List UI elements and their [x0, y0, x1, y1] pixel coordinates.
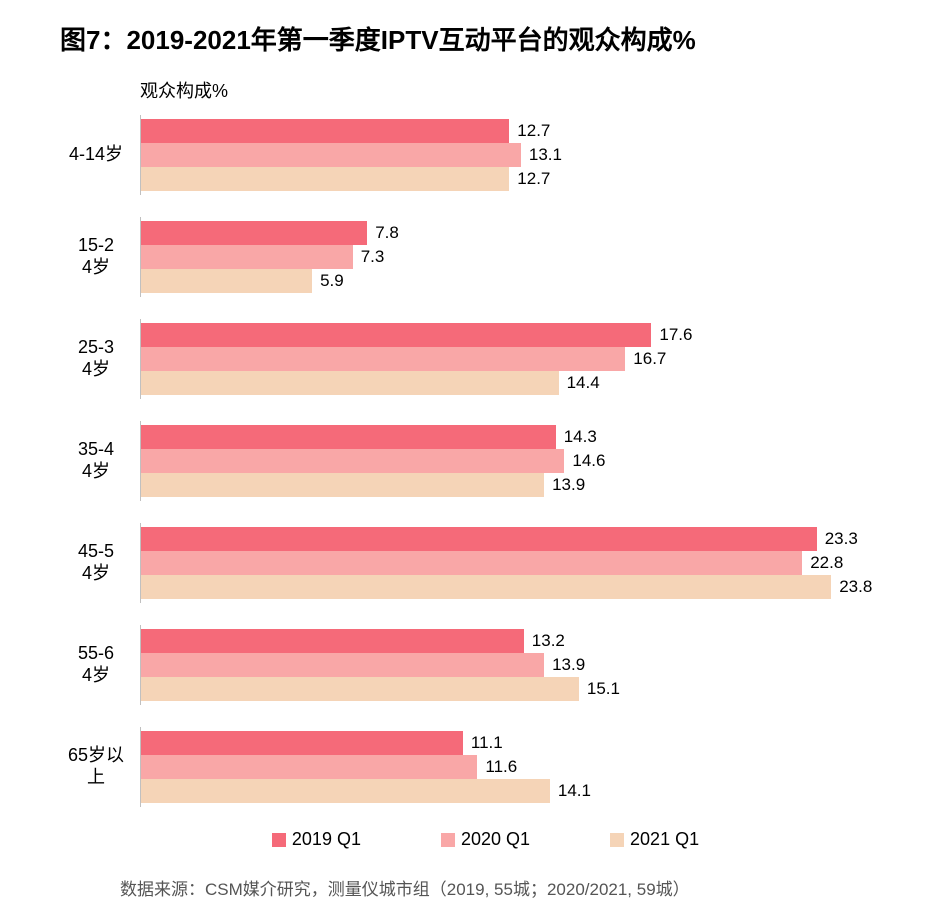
chart-plot-area: 4-14岁12.713.112.715-24岁7.87.35.925-34岁17… — [60, 115, 911, 807]
bar-value-label: 11.1 — [471, 733, 503, 753]
chart-source: 数据来源：CSM媒介研究，测量仪城市组（2019, 55城；2020/2021,… — [120, 875, 911, 900]
bar-value-label: 17.6 — [659, 325, 692, 345]
bar-value-label: 14.4 — [567, 373, 600, 393]
bar-value-label: 13.9 — [552, 655, 585, 675]
category-group: 25-34岁 17.6 16.7 14.4 — [60, 319, 911, 399]
bar-row: 23.3 — [141, 527, 911, 551]
category-group: 15-24岁 7.8 7.3 5.9 — [60, 217, 911, 297]
bar — [141, 527, 817, 551]
bars-column: 14.3 14.6 13.9 — [140, 421, 911, 501]
category-group: 65岁以上 11.1 11.6 14.1 — [60, 727, 911, 807]
bar — [141, 371, 559, 395]
bar — [141, 347, 625, 371]
bar — [141, 143, 521, 167]
bar-row: 12.7 — [141, 167, 911, 191]
bar-row: 12.7 — [141, 119, 911, 143]
category-label: 55-64岁 — [60, 643, 140, 686]
bar-value-label: 12.7 — [517, 169, 550, 189]
bar-row: 14.6 — [141, 449, 911, 473]
bar-value-label: 23.3 — [825, 529, 858, 549]
bar-value-label: 12.7 — [517, 121, 550, 141]
category-label: 4-14岁 — [60, 144, 140, 166]
bar — [141, 323, 651, 347]
bar-value-label: 13.9 — [552, 475, 585, 495]
bar — [141, 167, 509, 191]
bar-row: 14.3 — [141, 425, 911, 449]
bar-value-label: 13.1 — [529, 145, 562, 165]
bar-value-label: 14.6 — [572, 451, 605, 471]
bar-row: 11.1 — [141, 731, 911, 755]
chart-title: 图7：2019-2021年第一季度IPTV互动平台的观众构成% — [60, 20, 911, 57]
category-group: 45-54岁 23.3 22.8 23.8 — [60, 523, 911, 603]
category-label: 25-34岁 — [60, 337, 140, 380]
category-label: 15-24岁 — [60, 235, 140, 278]
bar-value-label: 14.1 — [558, 781, 591, 801]
bar-value-label: 13.2 — [532, 631, 565, 651]
legend-item: 2019 Q1 — [272, 829, 361, 850]
bar-value-label: 22.8 — [810, 553, 843, 573]
category-label: 35-44岁 — [60, 439, 140, 482]
category-group: 4-14岁 12.7 13.1 12.7 — [60, 115, 911, 195]
bar-value-label: 15.1 — [587, 679, 620, 699]
bar — [141, 653, 544, 677]
bar-row: 13.9 — [141, 473, 911, 497]
bar — [141, 425, 556, 449]
bar — [141, 473, 544, 497]
bar-row: 14.1 — [141, 779, 911, 803]
bar — [141, 221, 367, 245]
bar — [141, 731, 463, 755]
bar-row: 13.9 — [141, 653, 911, 677]
bar-row: 7.8 — [141, 221, 911, 245]
bar-value-label: 5.9 — [320, 271, 344, 291]
bar-value-label: 23.8 — [839, 577, 872, 597]
category-group: 55-64岁 13.2 13.915.1 — [60, 625, 911, 705]
bar — [141, 629, 524, 653]
bar-row: 14.4 — [141, 371, 911, 395]
legend-swatch — [272, 833, 286, 847]
bar — [141, 269, 312, 293]
bar — [141, 755, 477, 779]
bar-value-label: 7.3 — [361, 247, 385, 267]
bar-row: 5.9 — [141, 269, 911, 293]
bar-value-label: 14.3 — [564, 427, 597, 447]
bars-column: 12.7 13.1 12.7 — [140, 115, 911, 195]
legend-swatch — [610, 833, 624, 847]
legend-item: 2021 Q1 — [610, 829, 699, 850]
bar-row: 13.2 — [141, 629, 911, 653]
bars-column: 11.1 11.6 14.1 — [140, 727, 911, 807]
bar-row: 15.1 — [141, 677, 911, 701]
bar — [141, 449, 564, 473]
bar-row: 11.6 — [141, 755, 911, 779]
category-group: 35-44岁 14.3 14.6 13.9 — [60, 421, 911, 501]
bar-row: 13.1 — [141, 143, 911, 167]
bar — [141, 551, 802, 575]
bar-value-label: 16.7 — [633, 349, 666, 369]
bars-column: 7.8 7.3 5.9 — [140, 217, 911, 297]
legend-label: 2020 Q1 — [461, 829, 530, 850]
bar — [141, 575, 831, 599]
bars-column: 23.3 22.8 23.8 — [140, 523, 911, 603]
chart-legend: 2019 Q1 2020 Q1 2021 Q1 — [60, 829, 911, 850]
bars-column: 17.6 16.7 14.4 — [140, 319, 911, 399]
bars-column: 13.2 13.915.1 — [140, 625, 911, 705]
legend-item: 2020 Q1 — [441, 829, 530, 850]
legend-label: 2019 Q1 — [292, 829, 361, 850]
bar-value-label: 11.6 — [485, 757, 517, 777]
bar — [141, 779, 550, 803]
bar-row: 7.3 — [141, 245, 911, 269]
category-label: 45-54岁 — [60, 541, 140, 584]
chart-subtitle: 观众构成% — [140, 77, 911, 103]
bar-row: 22.8 — [141, 551, 911, 575]
legend-swatch — [441, 833, 455, 847]
bar-row: 16.7 — [141, 347, 911, 371]
bar — [141, 677, 579, 701]
legend-label: 2021 Q1 — [630, 829, 699, 850]
bar-row: 17.6 — [141, 323, 911, 347]
bar — [141, 119, 509, 143]
category-label: 65岁以上 — [60, 745, 140, 788]
bar — [141, 245, 353, 269]
bar-row: 23.8 — [141, 575, 911, 599]
bar-value-label: 7.8 — [375, 223, 399, 243]
